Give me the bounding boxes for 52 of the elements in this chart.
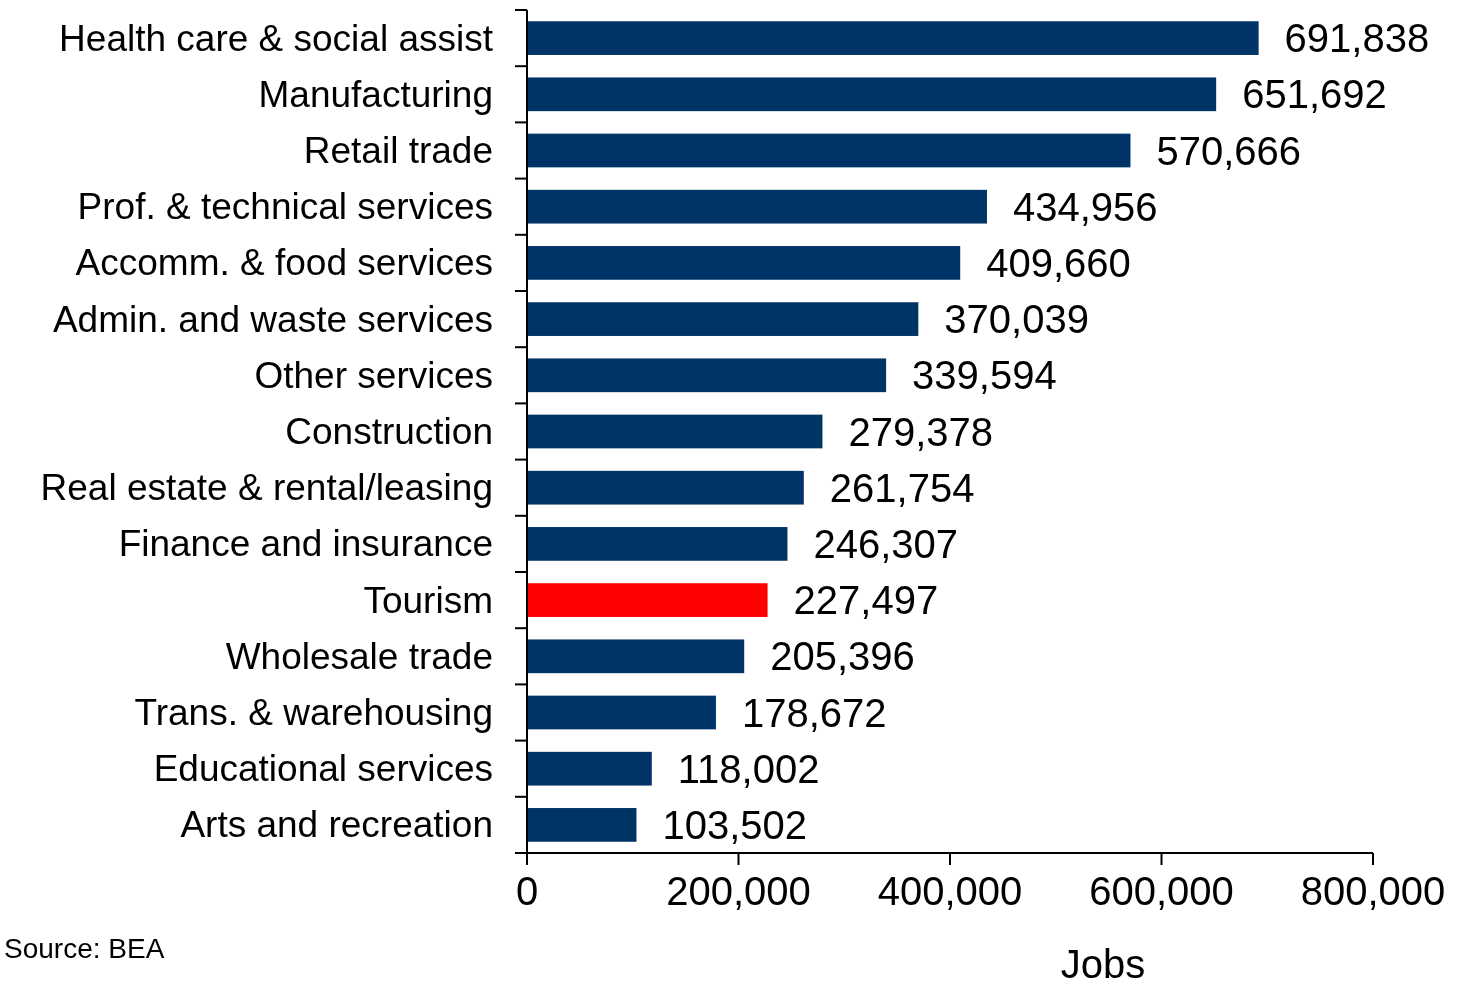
bar — [527, 470, 804, 505]
bar — [527, 751, 652, 786]
source-note: Source: BEA — [4, 933, 165, 964]
bar — [527, 695, 716, 730]
y-tick-label: Manufacturing — [258, 73, 493, 115]
y-tick-label: Wholesale trade — [225, 635, 493, 677]
data-label: 339,594 — [912, 353, 1057, 398]
bar — [527, 808, 637, 842]
y-tick-label: Prof. & technical services — [77, 186, 493, 228]
x-axis-title: Jobs — [1060, 942, 1146, 982]
y-tick-label: Construction — [285, 411, 493, 452]
bar — [527, 246, 961, 280]
data-label: 279,378 — [848, 409, 994, 454]
data-label: 227,497 — [793, 578, 939, 623]
y-tick-label: Admin. and waste services — [52, 298, 493, 340]
x-tick-label: 600,000 — [1089, 869, 1234, 913]
data-label: 178,672 — [741, 690, 887, 735]
data-label: 205,396 — [770, 634, 915, 679]
bar — [527, 21, 1259, 55]
data-label: 370,039 — [944, 297, 1089, 342]
data-label: 261,754 — [829, 465, 975, 510]
data-label: 570,666 — [1156, 128, 1302, 173]
y-tick-label: Retail trade — [303, 130, 493, 171]
data-label: 434,956 — [1012, 184, 1158, 229]
x-tick-label: 200,000 — [666, 869, 811, 913]
data-label: 246,307 — [813, 521, 959, 566]
bar — [527, 414, 823, 449]
data-label: 409,660 — [986, 240, 1131, 285]
y-tick-label: Educational services — [153, 748, 493, 790]
x-tick-label: 0 — [515, 869, 539, 913]
bar — [527, 133, 1131, 168]
y-tick-label: Accomm. & food services — [75, 242, 493, 284]
data-label: 691,838 — [1284, 16, 1430, 61]
bar — [527, 77, 1217, 112]
data-label: 118,002 — [677, 746, 820, 791]
bar — [527, 189, 987, 224]
y-tick-label: Arts and recreation — [180, 804, 493, 846]
bar — [527, 583, 768, 617]
y-tick-label: Tourism — [363, 579, 493, 621]
bar — [527, 527, 788, 561]
y-tick-label: Health care & social assist — [59, 17, 494, 59]
y-tick-label: Real estate & rental/leasing — [40, 467, 493, 509]
y-tick-label: Trans. & warehousing — [134, 692, 493, 733]
bar — [527, 302, 919, 336]
data-label: 651,692 — [1242, 72, 1387, 117]
data-label: 103,502 — [662, 802, 808, 847]
y-tick-label: Other services — [254, 354, 493, 396]
x-tick-label: 800,000 — [1300, 869, 1446, 913]
bar — [527, 358, 887, 393]
bar — [527, 639, 745, 674]
x-tick-label: 400,000 — [877, 869, 1023, 913]
y-tick-label: Finance and insurance — [118, 523, 493, 565]
